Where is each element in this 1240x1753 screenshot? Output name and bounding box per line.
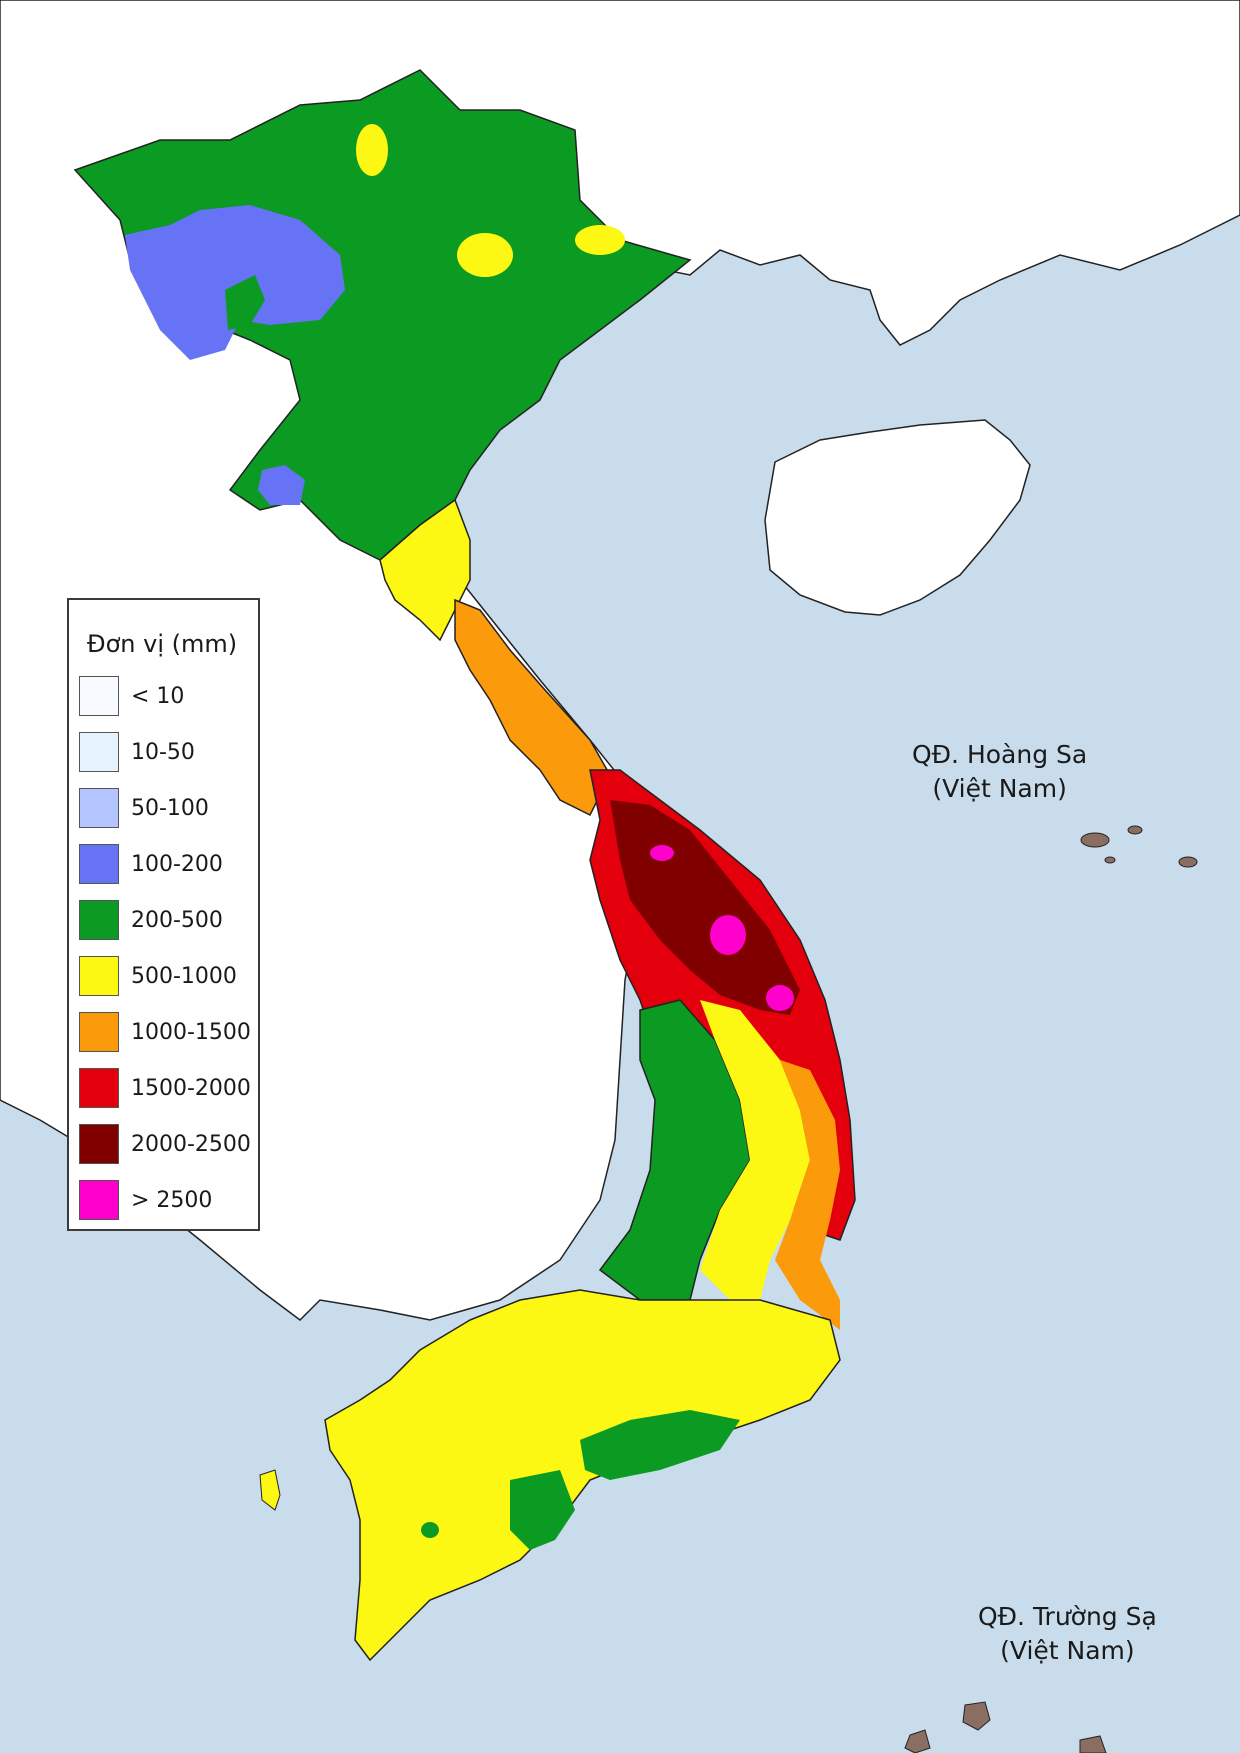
legend: Đơn vị (mm) < 10 10-50 50-100 100-200 200-50…	[67, 598, 260, 1231]
legend-item: 500-1000	[79, 948, 258, 1004]
hoang-sa-label-line2: (Việt Nam)	[932, 774, 1067, 803]
legend-swatch	[79, 732, 119, 772]
truong-sa-label-line1: QĐ. Trường Sạ	[978, 1602, 1157, 1631]
legend-items: < 10 10-50 50-100 100-200 200-500 500-1000 100…	[79, 668, 258, 1228]
zone-500-1000-north-a	[356, 124, 388, 176]
legend-swatch	[79, 676, 119, 716]
hoang-sa-label-line1: QĐ. Hoàng Sa	[912, 740, 1088, 769]
hoang-sa-label: QĐ. Hoàng Sa (Việt Nam)	[912, 738, 1087, 806]
hoang-sa-island-c	[1178, 856, 1198, 868]
legend-label: 1500-2000	[131, 1075, 251, 1101]
zone-gt-2500-a	[650, 845, 674, 861]
zone-500-1000-north-b	[457, 233, 513, 277]
zone-100-200-northwest	[125, 205, 345, 360]
phu-quoc-island	[259, 1469, 281, 1511]
legend-title: Đơn vị (mm)	[87, 630, 238, 658]
truong-sa-island-a	[962, 1701, 991, 1731]
legend-label: 10-50	[131, 739, 195, 765]
legend-swatch	[79, 956, 119, 996]
legend-item: 50-100	[79, 780, 258, 836]
legend-label: 100-200	[131, 851, 223, 877]
truong-sa-label: QĐ. Trường Sạ (Việt Nam)	[978, 1600, 1157, 1668]
zone-gt-2500-b	[710, 915, 746, 955]
zone-100-200-west	[258, 465, 305, 505]
zone-1000-1500-central	[454, 598, 611, 817]
region-south	[324, 1289, 841, 1662]
hainan-island	[764, 419, 1031, 616]
legend-item: 2000-2500	[79, 1116, 258, 1172]
zone-1000-1500-south-central	[775, 1060, 840, 1330]
truong-sa-island-c	[1079, 1735, 1107, 1753]
zone-200-500-southeast	[580, 1410, 740, 1480]
legend-item: > 2500	[79, 1172, 258, 1228]
legend-swatch	[79, 1180, 119, 1220]
truong-sa-label-line2: (Việt Nam)	[1000, 1636, 1135, 1665]
truong-sa-island-b	[904, 1729, 931, 1753]
legend-item: 200-500	[79, 892, 258, 948]
zone-200-500-mekong-mouth	[510, 1470, 575, 1550]
hoang-sa-island-a	[1080, 832, 1110, 848]
region-north	[73, 69, 692, 561]
legend-item: < 10	[79, 668, 258, 724]
zone-gt-2500-c	[766, 985, 794, 1011]
legend-label: 500-1000	[131, 963, 237, 989]
legend-swatch	[79, 788, 119, 828]
legend-item: 1000-1500	[79, 1004, 258, 1060]
legend-swatch	[79, 1012, 119, 1052]
zone-500-1000-south-central	[700, 1000, 810, 1300]
legend-swatch	[79, 1068, 119, 1108]
legend-item: 100-200	[79, 836, 258, 892]
legend-item: 1500-2000	[79, 1060, 258, 1116]
legend-label: < 10	[131, 683, 185, 709]
legend-label: > 2500	[131, 1187, 213, 1213]
legend-swatch	[79, 900, 119, 940]
legend-label: 200-500	[131, 907, 223, 933]
legend-swatch	[79, 1124, 119, 1164]
hoang-sa-island-d	[1104, 856, 1116, 864]
hoang-sa-island-b	[1127, 825, 1143, 835]
legend-item: 10-50	[79, 724, 258, 780]
legend-label: 2000-2500	[131, 1131, 251, 1157]
zone-500-1000-north-c	[575, 225, 625, 255]
legend-label: 50-100	[131, 795, 209, 821]
legend-swatch	[79, 844, 119, 884]
legend-label: 1000-1500	[131, 1019, 251, 1045]
zone-200-500-south-spot	[421, 1522, 439, 1538]
zone-200-500-inner	[225, 275, 265, 330]
